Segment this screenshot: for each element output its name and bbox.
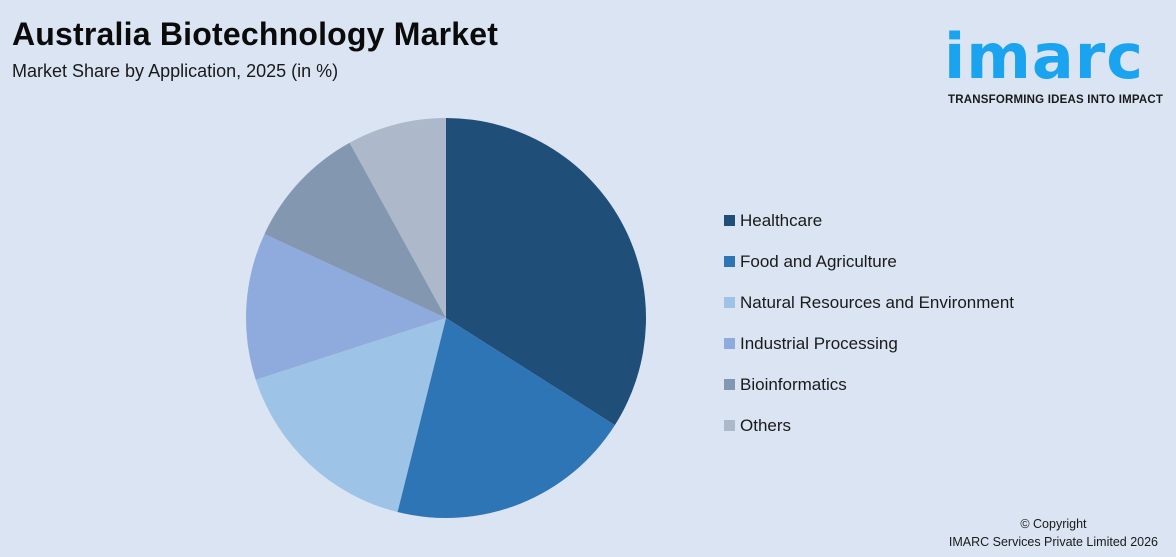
legend-item-food-agriculture: Food and Agriculture <box>724 241 1014 282</box>
copyright-line: © Copyright <box>1020 517 1087 531</box>
legend-label: Food and Agriculture <box>740 251 897 271</box>
logo-tagline: TRANSFORMING IDEAS INTO IMPACT <box>948 94 1164 106</box>
chart-subtitle: Market Share by Application, 2025 (in %) <box>12 61 339 81</box>
legend-label: Natural Resources and Environment <box>740 292 1015 312</box>
pie-slice-natural-resources-and-environment <box>255 318 446 513</box>
copyright-footer: © Copyright IMARC Services Private Limit… <box>949 515 1158 551</box>
legend-swatch <box>724 379 735 390</box>
pie-slice-others <box>349 118 446 318</box>
imarc-logo: imarc TRANSFORMING IDEAS INTO IMPACT <box>944 12 1172 112</box>
legend-item-healthcare: Healthcare <box>724 200 1014 241</box>
legend-item-industrial-processing: Industrial Processing <box>724 323 1014 364</box>
legend-label: Bioinformatics <box>740 374 847 394</box>
legend-swatch <box>724 420 735 431</box>
company-line: IMARC Services Private Limited 2026 <box>948 535 1158 549</box>
pie-slice-bioinformatics <box>264 142 446 318</box>
pie-slice-healthcare <box>446 118 646 426</box>
legend-swatch <box>724 297 735 308</box>
legend-item-others: Others <box>724 405 1014 446</box>
logo-wordmark: imarc <box>944 20 1145 93</box>
chart-title: Australia Biotechnology Market <box>12 16 499 52</box>
legend-item-natural-resources: Natural Resources and Environment <box>724 282 1014 323</box>
legend-label: Healthcare <box>740 210 823 230</box>
legend-swatch <box>724 215 735 226</box>
chart-legend: Healthcare Food and Agriculture Natural … <box>724 200 1014 446</box>
legend-swatch <box>724 256 735 267</box>
legend-label: Others <box>740 415 792 435</box>
pie-slice-industrial-processing <box>246 233 446 380</box>
legend-swatch <box>724 338 735 349</box>
pie-slice-food-and-agriculture <box>397 318 615 518</box>
legend-label: Industrial Processing <box>740 333 898 353</box>
pie-chart <box>246 118 646 518</box>
legend-item-bioinformatics: Bioinformatics <box>724 364 1014 405</box>
